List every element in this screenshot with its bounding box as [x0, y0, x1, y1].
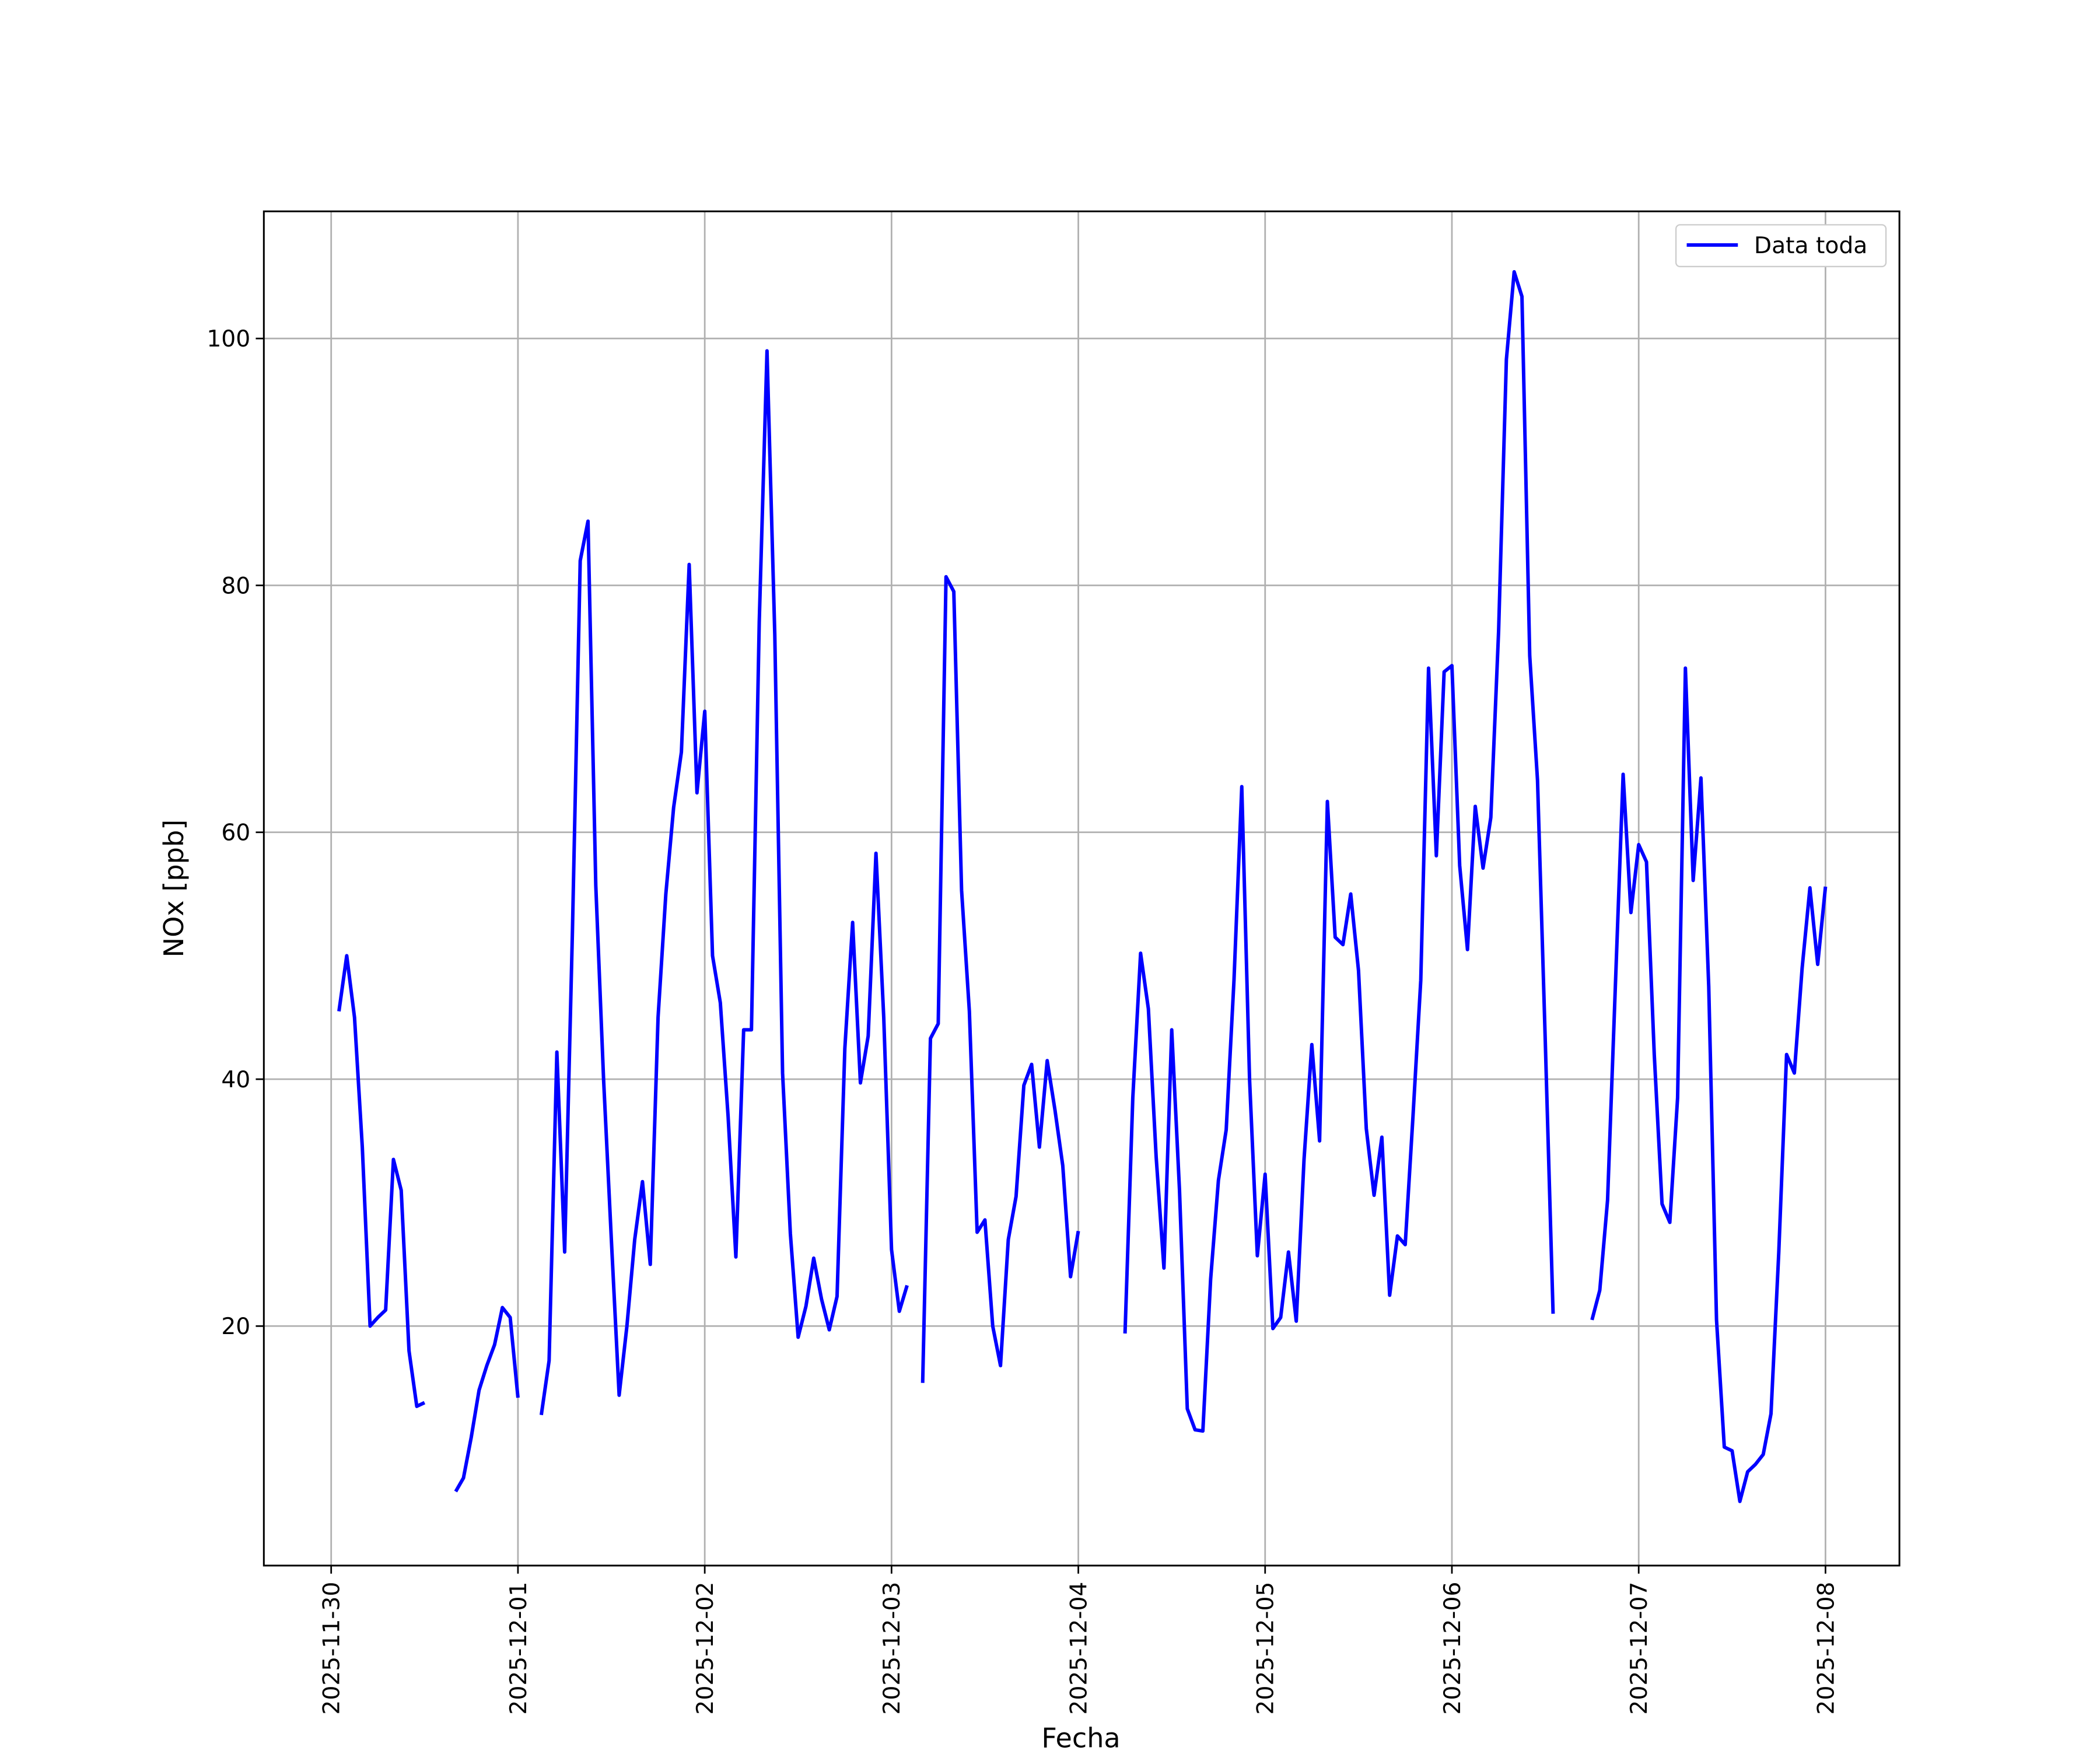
x-tick-label: 2025-11-30 — [319, 1582, 345, 1715]
plot-frame — [262, 210, 1901, 1567]
legend-label: Data toda — [1754, 233, 1867, 259]
x-tick-label: 2025-12-07 — [1626, 1582, 1653, 1715]
x-tick-label: 2025-12-03 — [879, 1582, 905, 1715]
legend: Data toda — [1675, 224, 1887, 268]
data-line — [337, 270, 1828, 1503]
y-tick-label: 20 — [221, 1314, 250, 1340]
x-axis-label: Fecha — [1041, 1722, 1120, 1750]
y-axis-label: NOx [ppb] — [158, 820, 190, 958]
x-tick-label: 2025-12-04 — [1066, 1582, 1092, 1715]
x-tick-label: 2025-12-02 — [692, 1582, 719, 1715]
legend-box — [1675, 224, 1887, 268]
x-tick-label: 2025-12-08 — [1813, 1582, 1839, 1715]
x-tick-label: 2025-12-06 — [1440, 1582, 1466, 1715]
y-tick-label: 60 — [221, 820, 250, 846]
x-tick-label: 2025-12-05 — [1253, 1582, 1279, 1715]
y-tick-label: 80 — [221, 573, 250, 599]
y-tick-label: 40 — [221, 1067, 250, 1093]
y-tick-label: 100 — [206, 326, 250, 352]
x-tick-label: 2025-12-01 — [506, 1582, 532, 1715]
